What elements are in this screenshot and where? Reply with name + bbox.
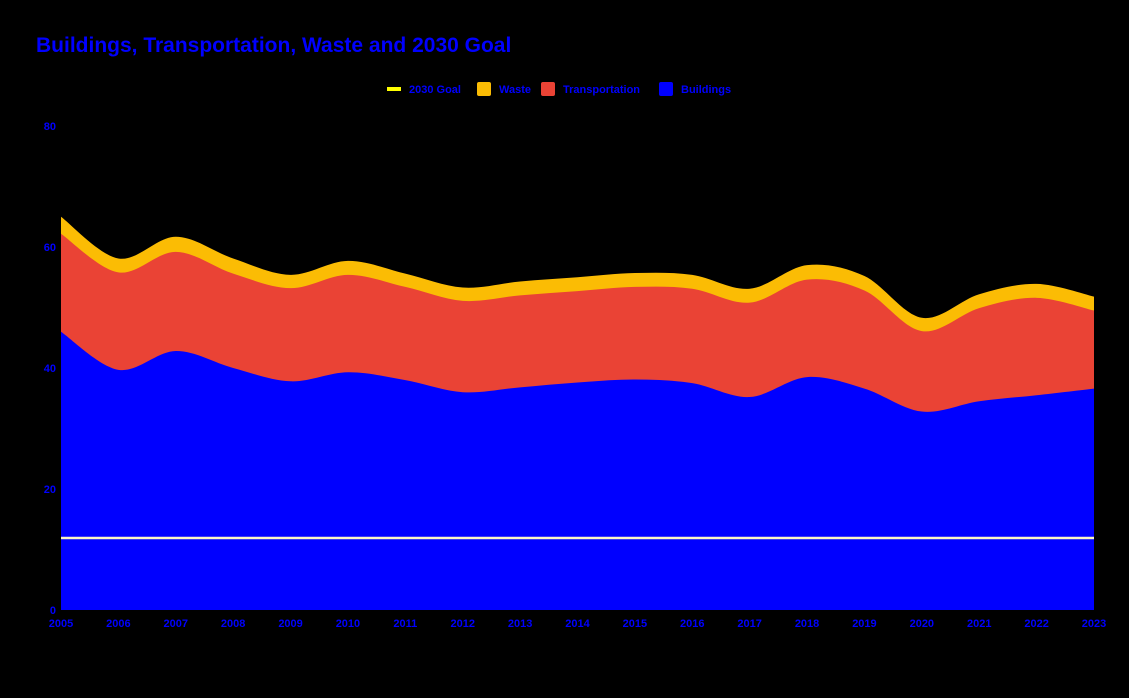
x-tick-label: 2013 — [508, 618, 532, 630]
x-tick-label: 2012 — [450, 618, 474, 630]
x-tick-label: 2017 — [737, 618, 761, 630]
x-tick-label: 2020 — [910, 618, 934, 630]
y-tick-label: 20 — [44, 484, 56, 496]
area-layer — [61, 216, 1094, 610]
legend-item-waste[interactable]: Waste — [477, 82, 531, 96]
legend-swatch — [541, 82, 555, 96]
x-axis: 2005 2006 2007 2008 2009 2010 2011 2012 2013 2014… — [49, 618, 1106, 630]
x-tick-label: 2019 — [852, 618, 876, 630]
legend-item-2030-goal[interactable]: 2030 Goal — [387, 84, 461, 96]
x-tick-label: 2021 — [967, 618, 991, 630]
y-axis: 0 20 40 60 80 — [44, 121, 56, 617]
x-tick-label: 2008 — [221, 618, 245, 630]
x-tick-label: 2023 — [1082, 618, 1106, 630]
legend: 2030 Goal Waste Transportation Buildings — [387, 82, 731, 96]
legend-item-transportation[interactable]: Transportation — [541, 82, 640, 96]
x-tick-label: 2016 — [680, 618, 704, 630]
y-tick-label: 80 — [44, 121, 56, 133]
legend-item-buildings[interactable]: Buildings — [659, 82, 731, 96]
legend-swatch — [387, 87, 401, 91]
area-buildings — [61, 331, 1094, 610]
x-tick-label: 2022 — [1024, 618, 1048, 630]
x-tick-label: 2014 — [565, 618, 590, 630]
x-tick-label: 2005 — [49, 618, 73, 630]
legend-label: Buildings — [681, 84, 731, 96]
legend-label: Transportation — [563, 84, 640, 96]
x-tick-label: 2009 — [278, 618, 302, 630]
x-tick-label: 2018 — [795, 618, 819, 630]
x-tick-label: 2015 — [623, 618, 647, 630]
x-tick-label: 2007 — [164, 618, 188, 630]
legend-label: Waste — [499, 84, 531, 96]
x-tick-label: 2006 — [106, 618, 130, 630]
x-tick-label: 2010 — [336, 618, 360, 630]
legend-label: 2030 Goal — [409, 84, 461, 96]
legend-swatch — [659, 82, 673, 96]
legend-swatch — [477, 82, 491, 96]
y-tick-label: 40 — [44, 363, 56, 375]
y-tick-label: 0 — [50, 605, 56, 617]
y-tick-label: 60 — [44, 242, 56, 254]
x-tick-label: 2011 — [393, 618, 417, 630]
chart-title: Buildings, Transportation, Waste and 203… — [36, 34, 512, 57]
